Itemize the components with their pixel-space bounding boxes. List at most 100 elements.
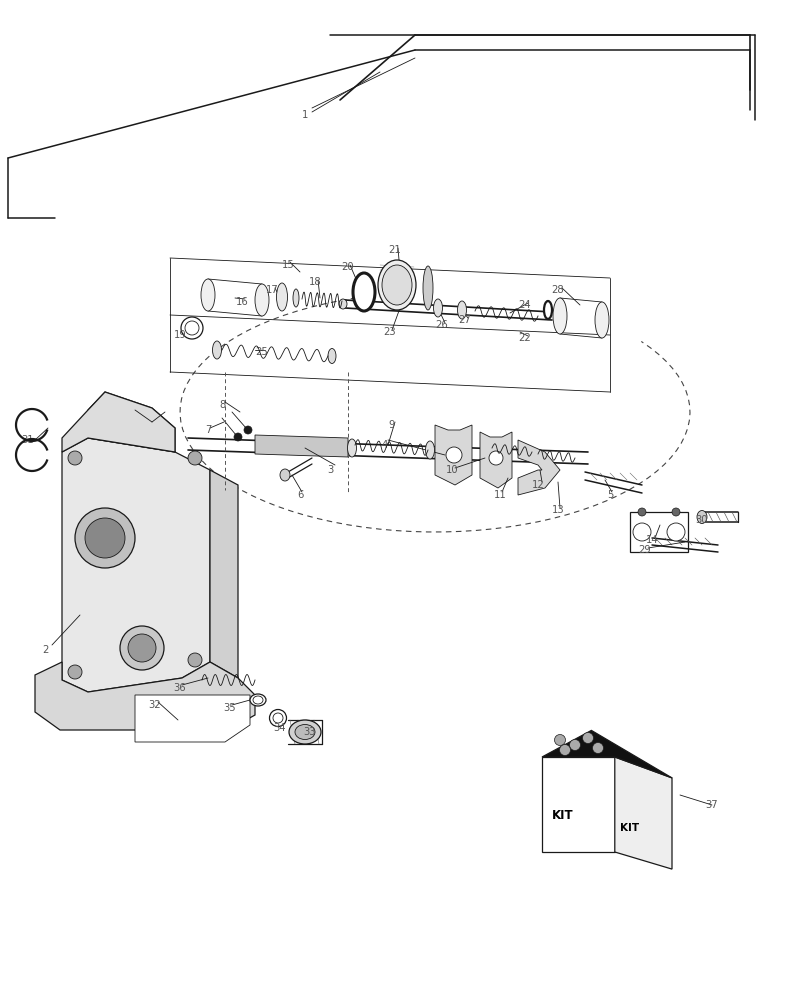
Text: 6: 6 [297,490,303,500]
Ellipse shape [423,266,432,310]
Text: 28: 28 [551,285,564,295]
Text: 33: 33 [303,727,315,737]
Ellipse shape [272,713,283,723]
Text: 37: 37 [705,800,718,810]
Circle shape [68,665,82,679]
Circle shape [633,523,650,541]
Text: 26: 26 [435,320,448,330]
Circle shape [128,634,156,662]
Ellipse shape [185,321,199,335]
Polygon shape [62,438,210,692]
Ellipse shape [253,696,263,704]
Ellipse shape [378,260,415,310]
Text: 35: 35 [223,703,236,713]
Text: 19: 19 [174,330,187,340]
Polygon shape [629,512,687,552]
Text: 25: 25 [255,347,268,357]
Text: 21: 21 [388,245,401,255]
Ellipse shape [255,284,268,316]
Ellipse shape [250,694,266,706]
Circle shape [243,426,251,434]
Ellipse shape [293,289,298,307]
Polygon shape [88,392,175,452]
Ellipse shape [457,301,466,319]
Text: 29: 29 [637,545,650,555]
Circle shape [581,732,593,743]
Text: 17: 17 [265,285,278,295]
Text: KIT: KIT [620,823,638,833]
Circle shape [637,508,646,516]
Polygon shape [210,470,238,678]
Polygon shape [135,695,250,742]
Ellipse shape [338,299,346,309]
Circle shape [559,744,570,756]
Ellipse shape [433,299,442,317]
Ellipse shape [181,317,203,339]
Text: 32: 32 [148,700,161,710]
Polygon shape [541,730,672,778]
Ellipse shape [425,441,434,459]
Ellipse shape [280,469,290,481]
Circle shape [75,508,135,568]
Text: 18: 18 [308,277,321,287]
Polygon shape [62,392,175,452]
Circle shape [554,734,564,745]
Text: 20: 20 [341,262,354,272]
Text: 9: 9 [388,420,395,430]
Text: 34: 34 [273,723,286,733]
Circle shape [188,451,202,465]
Ellipse shape [289,720,320,744]
Ellipse shape [552,298,566,334]
Text: 2: 2 [41,645,48,655]
Circle shape [120,626,164,670]
Text: 3: 3 [327,465,333,475]
Polygon shape [541,757,614,852]
Text: 14: 14 [645,535,658,545]
Text: 12: 12 [531,480,543,490]
Polygon shape [614,757,672,869]
Ellipse shape [269,710,286,726]
Polygon shape [255,435,348,457]
Ellipse shape [353,273,375,311]
Text: 5: 5 [606,490,612,500]
Text: 31: 31 [22,435,34,445]
Circle shape [666,523,684,541]
Text: 30: 30 [695,515,707,525]
Polygon shape [35,662,255,730]
Circle shape [672,508,679,516]
Text: 24: 24 [518,300,530,310]
Text: 7: 7 [204,425,211,435]
Text: 13: 13 [551,505,564,515]
Circle shape [68,451,82,465]
Ellipse shape [347,439,356,457]
Text: 22: 22 [518,333,530,343]
Ellipse shape [328,348,336,363]
Ellipse shape [381,265,411,305]
Ellipse shape [277,283,287,311]
Ellipse shape [201,279,215,311]
Polygon shape [517,440,560,495]
Ellipse shape [594,302,608,338]
Circle shape [592,742,603,754]
Circle shape [234,433,242,441]
Text: 1: 1 [302,110,308,120]
Ellipse shape [543,301,551,319]
Text: 8: 8 [219,400,225,410]
Text: 23: 23 [384,327,396,337]
Text: 36: 36 [174,683,186,693]
Polygon shape [435,425,471,485]
Circle shape [445,447,461,463]
Circle shape [188,653,202,667]
Text: 16: 16 [235,297,248,307]
Ellipse shape [212,341,221,359]
Circle shape [85,518,125,558]
Text: 10: 10 [445,465,457,475]
Circle shape [569,739,580,750]
Ellipse shape [294,724,315,739]
Text: 27: 27 [458,315,471,325]
Text: KIT: KIT [551,809,573,822]
Text: 11: 11 [493,490,506,500]
Text: 4: 4 [381,440,388,450]
Polygon shape [479,432,512,488]
Ellipse shape [696,510,706,524]
